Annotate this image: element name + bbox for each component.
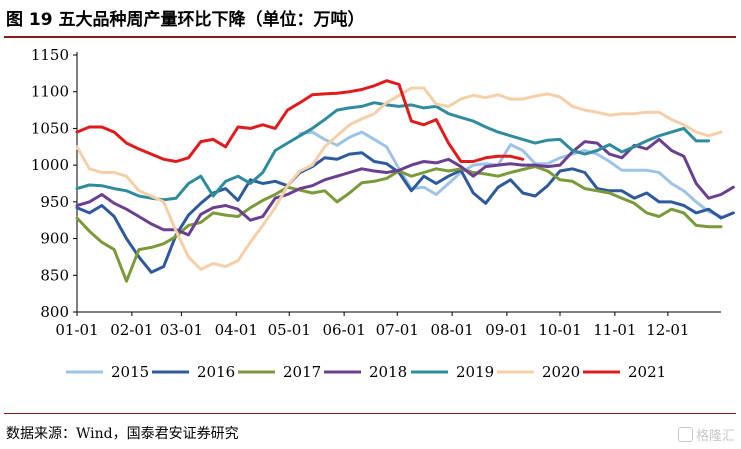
y-tick-label: 1150: [31, 46, 69, 64]
series-line-2015: [298, 130, 723, 218]
watermark-logo-icon: [677, 427, 693, 442]
legend-label-2018: 2018: [369, 363, 407, 381]
watermark: 格隆汇: [677, 425, 735, 444]
x-tick-label: 10-01: [538, 321, 581, 339]
legend-label-2020: 2020: [542, 363, 580, 381]
series-line-2020: [75, 86, 723, 271]
x-tick-label: 05-01: [268, 321, 311, 339]
y-tick-label: 850: [40, 266, 69, 284]
y-tick-label: 1000: [31, 156, 69, 174]
legend: 2015 2016 2017 2018 2019 2020 2021: [66, 363, 666, 381]
figure-title: 图 19 五大品种周产量环比下降（单位：万吨）: [6, 10, 365, 30]
legend-label-2017: 2017: [283, 363, 321, 381]
legend-label-2019: 2019: [456, 363, 494, 381]
legend-label-2016: 2016: [197, 363, 235, 381]
y-tick-label: 900: [40, 230, 69, 248]
x-tick-label: 02-01: [110, 321, 153, 339]
source-note: 数据来源：Wind，国泰君安证券研究: [6, 426, 239, 442]
legend-label-2021: 2021: [628, 363, 666, 381]
series-lines: [75, 79, 735, 283]
x-axis-ticks: 01-01 02-01 03-01 04-01 05-01 06-01 07-01 08-01…: [55, 312, 689, 339]
x-tick-label: 12-01: [646, 321, 689, 339]
x-tick-label: 01-01: [55, 321, 98, 339]
x-tick-label: 04-01: [215, 321, 258, 339]
y-tick-label: 800: [40, 303, 69, 321]
series-line-2016: [75, 151, 735, 274]
source-separator: [4, 413, 736, 414]
y-tick-label: 1100: [31, 83, 69, 101]
title-underline: [4, 36, 736, 38]
x-tick-label: 07-01: [376, 321, 419, 339]
x-tick-label: 03-01: [160, 321, 203, 339]
x-tick-label: 11-01: [593, 321, 636, 339]
x-tick-label: 06-01: [323, 321, 366, 339]
legend-label-2015: 2015: [111, 363, 149, 381]
series-line-2021: [75, 79, 525, 163]
y-tick-label: 950: [40, 193, 69, 211]
series-line-2018: [75, 137, 735, 237]
y-tick-label: 1050: [31, 119, 69, 137]
y-axis-ticks: 800 850 900 950 1000 1050 1100 1150: [31, 46, 77, 321]
x-tick-label: 09-01: [485, 321, 528, 339]
watermark-text: 格隆汇: [695, 429, 735, 444]
x-tick-label: 08-01: [431, 321, 474, 339]
series-line-2019: [75, 101, 711, 202]
